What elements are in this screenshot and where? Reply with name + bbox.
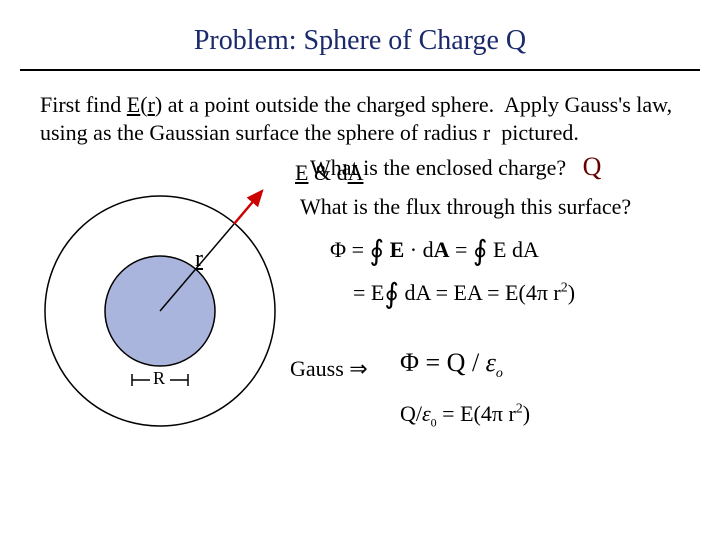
q-symbol: Q — [583, 152, 602, 181]
final-equation: Q/ε0 = E(4π r2) — [400, 401, 530, 430]
r-label: r — [195, 246, 203, 273]
enclosed-charge-text: What is the enclosed charge? Q — [310, 152, 601, 182]
intro-paragraph: First find E(r) at a point outside the c… — [40, 91, 680, 146]
capital-r-label: R — [153, 368, 165, 389]
flux-equation-2: = E∮ dA = EA = E(4π r2) — [353, 274, 575, 308]
title-divider — [20, 69, 700, 71]
flux-equation-1: Φ = ∮ E · dA = ∮ E dA — [330, 231, 539, 265]
gauss-label: Gauss ⇒ — [290, 356, 368, 382]
e-da-arrow — [234, 191, 262, 224]
gauss-equation: Φ = Q / εo — [400, 348, 503, 382]
sphere-diagram — [30, 166, 300, 441]
flux-question-text: What is the flux through this surface? — [300, 194, 631, 220]
page-title: Problem: Sphere of Charge Q — [0, 0, 720, 69]
